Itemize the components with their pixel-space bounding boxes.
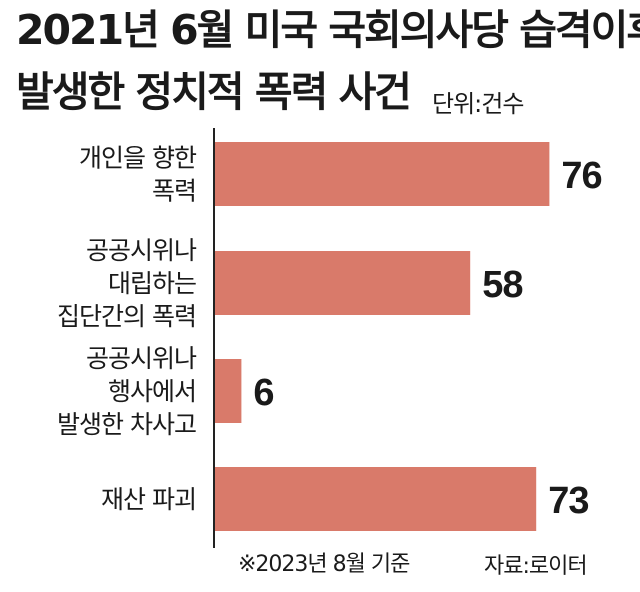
bar [215, 467, 537, 531]
category-label: 대립하는 [108, 269, 196, 298]
footnote: ※2023년 8월 기준 [238, 552, 410, 577]
category-label: 폭력 [152, 177, 196, 206]
bar-value-label: 76 [561, 155, 601, 197]
category-label: 개인을 향한 [79, 144, 197, 173]
category-label: 발생한 차사고 [57, 410, 196, 439]
category-label: 행사에서 [108, 377, 196, 406]
bar [215, 251, 471, 315]
category-label: 재산 파괴 [101, 485, 196, 514]
unit-label: 단위:건수 [432, 90, 524, 118]
bar-value-label: 58 [482, 264, 522, 306]
bar-value-label: 6 [253, 372, 273, 414]
chart-title-line-2: 발생한 정치적 폭력 사건 [16, 68, 412, 116]
source-label: 자료:로이터 [484, 554, 588, 579]
category-label: 공공시위나 [86, 344, 197, 373]
category-label: 공공시위나 [86, 236, 197, 265]
chart-title-line-1: 2021년 6월 미국 국회의사당 습격이후 [16, 6, 640, 54]
bar [215, 142, 550, 206]
bar [215, 359, 242, 423]
category-label: 집단간의 폭력 [57, 302, 196, 331]
bar-value-label: 73 [548, 480, 588, 522]
